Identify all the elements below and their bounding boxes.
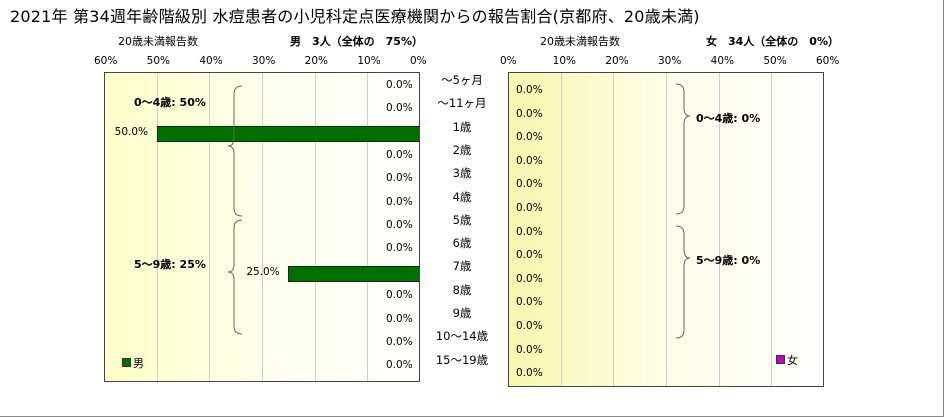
female-value-label: 0.0%: [516, 202, 543, 214]
age-category-label: 8歳: [452, 282, 472, 297]
male-bar: [156, 125, 419, 142]
female-gridline: [718, 73, 720, 386]
female-value-label: 0.0%: [516, 249, 543, 262]
female-header: 女 34人（全体の 0%）: [706, 35, 839, 48]
male-x-tick: 60%: [94, 55, 118, 67]
female-x-tick: 30%: [658, 55, 682, 67]
male-value-label: 0.0%: [386, 195, 413, 208]
male-x-tick: 20%: [304, 55, 328, 67]
male-gridline: [367, 73, 369, 381]
female-x-tick: 20%: [605, 55, 629, 67]
female-group-brace-0-4: [675, 83, 691, 215]
female-gridline: [771, 73, 773, 386]
female-value-label: 0.0%: [516, 107, 543, 120]
female-axis-caption: 20歳未満報告数: [540, 35, 620, 48]
male-gridline: [156, 73, 158, 381]
male-x-tick: 0%: [410, 55, 427, 67]
age-category-label: 6歳: [452, 236, 472, 251]
female-legend-label: 女: [787, 354, 798, 367]
female-gridline: [666, 73, 667, 386]
male-group-brace-0-4: [227, 85, 243, 217]
age-category-label: 5歳: [452, 212, 472, 227]
age-category-label: 2歳: [452, 142, 472, 157]
age-category-label: 3歳: [452, 166, 472, 181]
age-category-label: ～11ヶ月: [437, 96, 487, 111]
female-gridline: [560, 73, 562, 386]
age-category-label: 4歳: [452, 189, 472, 204]
male-value-label: 25.0%: [246, 265, 280, 278]
age-category-label: 10～14歳: [435, 329, 489, 344]
female-value-label: 0.0%: [516, 178, 543, 191]
male-bar: [288, 265, 419, 282]
female-value-label: 0.0%: [516, 154, 543, 167]
female-value-label: 0.0%: [516, 84, 543, 96]
male-value-label: 0.0%: [386, 289, 413, 302]
male-group-0-4-label: 0～4歳: 50%: [134, 96, 206, 109]
male-header: 男 3人（全体の 75%）: [290, 35, 423, 48]
male-value-label: 0.0%: [386, 242, 413, 255]
chart-title: 2021年 第34週年齢階級別 水痘患者の小児科定点医療機関からの報告割合(京都…: [10, 7, 700, 26]
male-value-label: 0.0%: [386, 219, 413, 232]
female-x-tick: 10%: [552, 55, 576, 67]
male-value-label: 0.0%: [386, 359, 413, 372]
female-value-label: 0.0%: [516, 225, 543, 238]
female-group-0-4-label: 0～4歳: 0%: [696, 112, 761, 125]
male-x-tick: 40%: [199, 55, 223, 67]
female-value-label: 0.0%: [516, 367, 543, 380]
age-category-label: 9歳: [452, 306, 472, 320]
male-axis-caption: 20歳未満報告数: [118, 35, 198, 48]
male-gridline: [314, 73, 316, 381]
male-group-brace-5-9: [227, 219, 243, 335]
female-gridline: [613, 73, 615, 386]
female-x-tick: 40%: [710, 55, 734, 67]
female-x-tick: 50%: [763, 55, 787, 67]
male-value-label: 0.0%: [386, 149, 413, 162]
male-value-label: 0.0%: [386, 102, 413, 115]
male-value-label: 0.0%: [386, 335, 413, 348]
age-category-label: 15～19歳: [435, 352, 489, 367]
male-gridline: [209, 73, 211, 381]
female-legend-swatch: [776, 355, 785, 364]
female-group-5-9-label: 5～9歳: 0%: [696, 254, 761, 267]
female-x-tick: 60%: [816, 55, 840, 67]
male-value-label: 50.0%: [114, 125, 149, 138]
male-value-label: 0.0%: [386, 172, 413, 185]
male-legend: 男: [122, 355, 144, 371]
female-value-label: 0.0%: [516, 343, 543, 356]
male-legend-swatch: [122, 358, 131, 367]
male-x-tick: 10%: [357, 55, 381, 67]
female-group-brace-5-9: [675, 225, 691, 339]
female-plot-area: [508, 72, 824, 387]
age-category-label: 1歳: [452, 119, 472, 134]
age-category-label: ～5ヶ月: [441, 73, 483, 87]
female-value-label: 0.0%: [516, 131, 543, 144]
female-value-label: 0.0%: [516, 296, 543, 309]
male-value-label: 0.0%: [386, 312, 413, 325]
male-value-label: 0.0%: [386, 79, 413, 91]
female-value-label: 0.0%: [516, 320, 543, 332]
male-legend-label: 男: [133, 357, 144, 370]
male-x-tick: 30%: [252, 55, 276, 67]
age-category-label: 7歳: [452, 259, 472, 274]
female-value-label: 0.0%: [516, 272, 543, 285]
male-group-5-9-label: 5～9歳: 25%: [134, 258, 206, 271]
female-legend: 女: [776, 352, 798, 368]
male-gridline: [262, 73, 263, 381]
female-x-tick: 0%: [500, 55, 517, 67]
male-plot-area: [104, 72, 420, 382]
male-x-tick: 50%: [146, 55, 170, 67]
